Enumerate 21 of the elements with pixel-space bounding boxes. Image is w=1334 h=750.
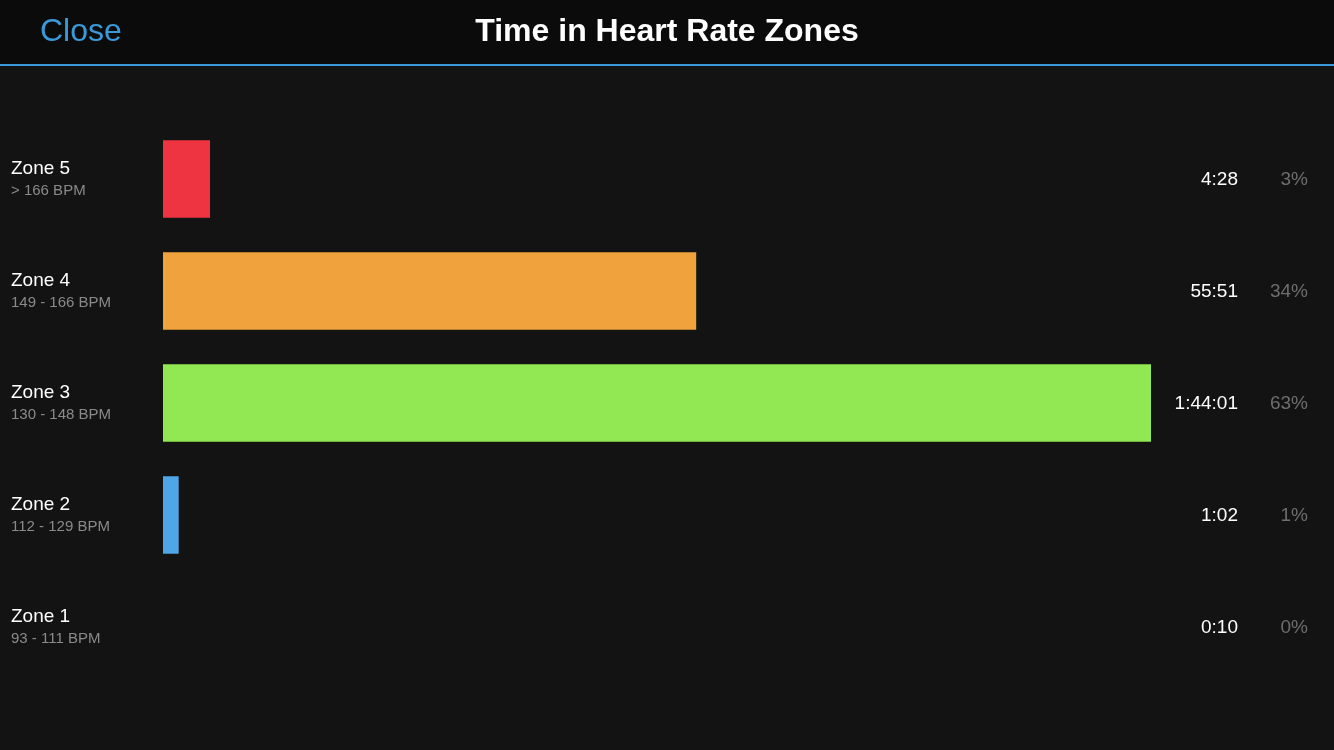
y-tick-label: Zone 1 93 - 111 BPM [11, 605, 101, 647]
bar [163, 476, 179, 554]
y-tick-label: Zone 4 149 - 166 BPM [11, 269, 112, 311]
bar [163, 364, 1151, 442]
y-tick-label: Zone 2 112 - 129 BPM [11, 493, 110, 535]
data-label: 3% [1280, 168, 1309, 190]
close-button[interactable]: Close [40, 12, 122, 49]
text: 55:51 [1190, 280, 1238, 302]
text: 4:28 [1201, 168, 1238, 190]
data-label: 63% [1269, 392, 1309, 414]
bar [163, 140, 211, 218]
y-tick-label: Zone 5 > 166 BPM [11, 157, 86, 199]
chart-title: Time in Heart Rate Zones [475, 12, 859, 48]
y-tick-label: Zone 3 130 - 148 BPM [11, 381, 112, 423]
data-label: 1% [1280, 504, 1309, 526]
text: 0:10 [1201, 616, 1238, 638]
bar [163, 252, 697, 330]
text: 1:44:01 [1174, 392, 1238, 414]
text: 1:02 [1201, 504, 1238, 526]
data-label: 34% [1269, 280, 1309, 302]
data-label: 0% [1280, 616, 1309, 638]
